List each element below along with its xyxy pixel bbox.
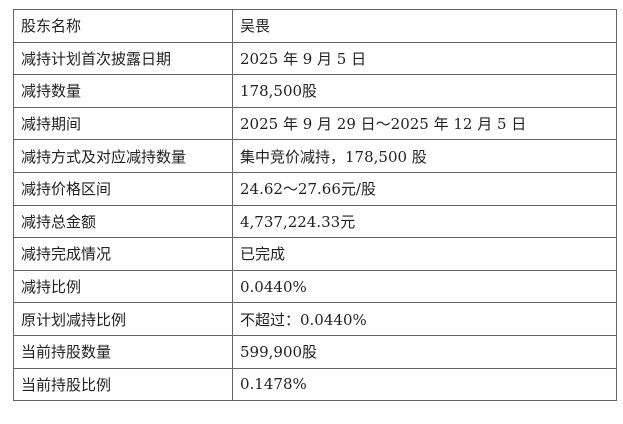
row-label: 减持数量 — [13, 74, 233, 108]
table-row: 减持数量 178,500股 — [13, 74, 617, 108]
row-value: 2025 年 9 月 29 日～2025 年 12 月 5 日 — [232, 106, 617, 141]
row-value: 0.0440% — [232, 269, 617, 304]
table-row: 减持计划首次披露日期 2025 年 9 月 5 日 — [13, 41, 617, 76]
row-label: 减持期间 — [13, 106, 233, 141]
row-value: 599,900股 — [232, 334, 617, 369]
row-value: 已完成 — [232, 237, 617, 271]
row-value: 178,500股 — [232, 74, 617, 108]
table-row: 减持比例 0.0440% — [13, 269, 617, 304]
row-value: 不超过：0.0440% — [232, 302, 617, 336]
row-label: 减持方式及对应减持数量 — [13, 139, 233, 173]
table-row: 减持总金额 4,737,224.33元 — [13, 204, 617, 239]
row-value: 0.1478% — [232, 367, 617, 402]
table-row: 原计划减持比例 不超过：0.0440% — [13, 302, 617, 336]
row-label: 减持计划首次披露日期 — [13, 41, 233, 76]
shareholder-reduction-table: 股东名称 吴畏 减持计划首次披露日期 2025 年 9 月 5 日减持数量 178,50… — [13, 9, 617, 402]
row-label: 减持价格区间 — [13, 171, 233, 206]
row-value: 4,737,224.33元 — [232, 204, 617, 239]
row-value: 集中竞价减持，178,500 股 — [232, 139, 617, 173]
row-value: 2025 年 9 月 5 日 — [232, 41, 617, 76]
table-row: 减持方式及对应减持数量 集中竞价减持，178,500 股 — [13, 139, 617, 173]
table-row: 当前持股数量 599,900股 — [13, 334, 617, 369]
row-value: 吴畏 — [232, 9, 617, 43]
row-label: 减持比例 — [13, 269, 233, 304]
row-value: 24.62～27.66元/股 — [232, 171, 617, 206]
row-label: 减持完成情况 — [13, 237, 233, 271]
row-label: 减持总金额 — [13, 204, 233, 239]
table-row: 减持完成情况 已完成 — [13, 237, 617, 271]
row-label: 原计划减持比例 — [13, 302, 233, 336]
table-row: 当前持股比例 0.1478% — [13, 367, 617, 402]
table-row: 股东名称 吴畏 — [13, 9, 617, 43]
row-label: 当前持股数量 — [13, 334, 233, 369]
row-label: 当前持股比例 — [13, 367, 233, 402]
table-row: 减持期间 2025 年 9 月 29 日～2025 年 12 月 5 日 — [13, 106, 617, 141]
row-label: 股东名称 — [13, 9, 233, 43]
table-row: 减持价格区间 24.62～27.66元/股 — [13, 171, 617, 206]
